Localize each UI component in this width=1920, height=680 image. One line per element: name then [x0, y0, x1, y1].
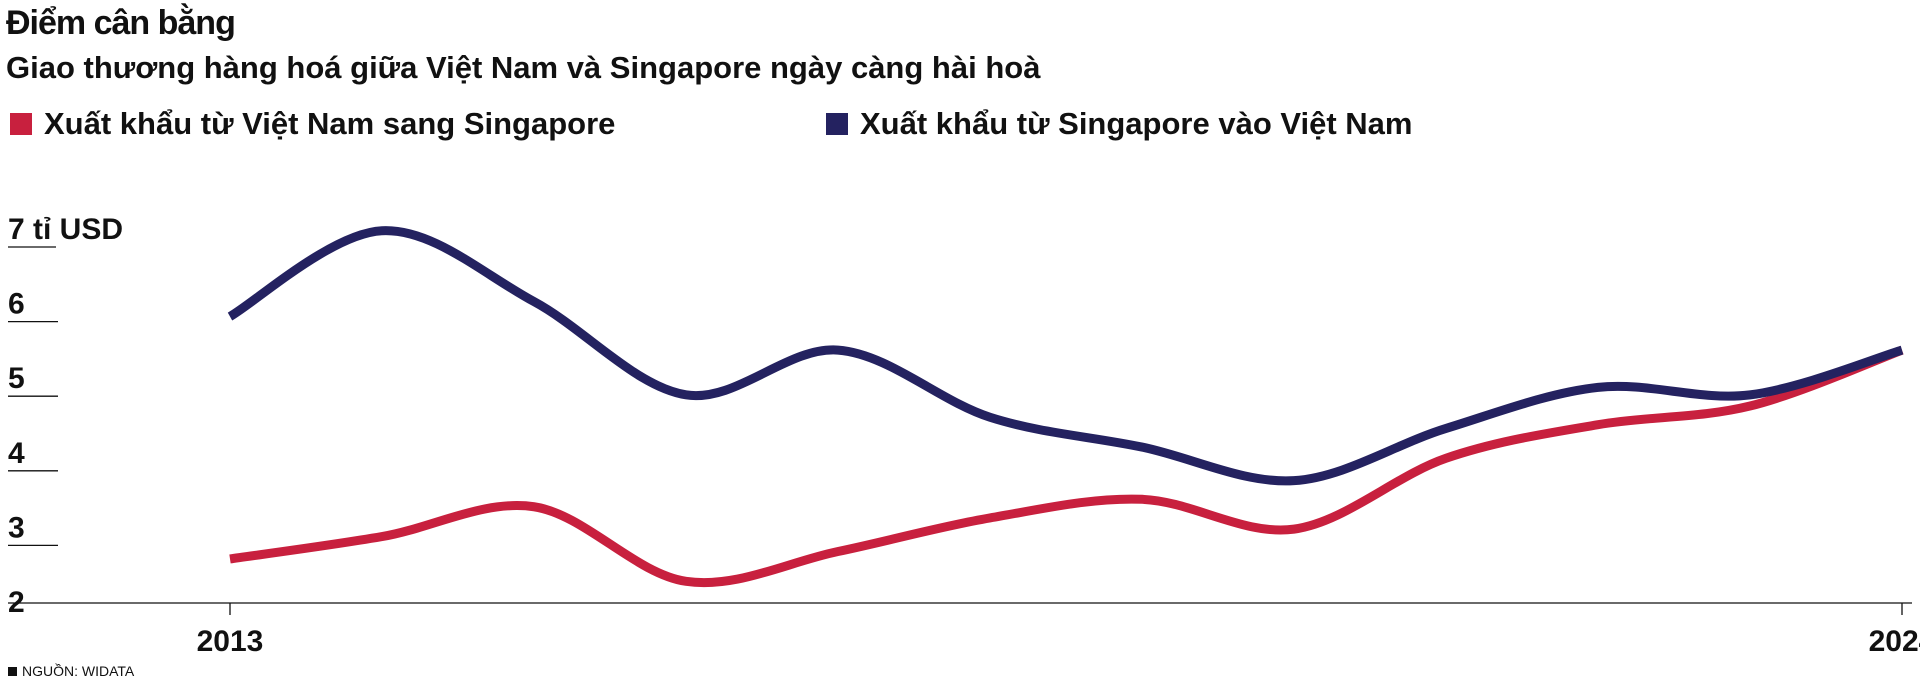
legend-swatch-red — [10, 113, 32, 135]
y-tick-label-6: 6 — [8, 288, 25, 321]
source-square-icon — [8, 666, 17, 676]
y-tick-label-4: 4 — [8, 437, 25, 470]
source-note: NGUỒN: WIDATA — [8, 663, 134, 679]
legend-swatch-navy — [826, 113, 848, 135]
x-tick-label-2024: 2024 — [1869, 625, 1920, 658]
y-tick-label-7: 7 tỉ USD — [8, 213, 123, 246]
chart-title: Điểm cân bằng — [6, 4, 236, 42]
series-singapore-to-vietnam-line — [227, 226, 1904, 486]
y-tick-label-5: 5 — [8, 362, 25, 395]
x-tick-label-2013: 2013 — [197, 625, 264, 658]
chart-subtitle: Giao thương hàng hoá giữa Việt Nam và Si… — [6, 50, 1041, 85]
legend-label-singapore-exports: Xuất khẩu từ Singapore vào Việt Nam — [860, 106, 1413, 141]
legend-item-vietnam-exports: Xuất khẩu từ Việt Nam sang Singapore — [10, 106, 615, 142]
legend-item-singapore-exports: Xuất khẩu từ Singapore vào Việt Nam — [826, 106, 1412, 142]
source-label: NGUỒN: WIDATA — [22, 663, 135, 679]
y-tick-label-3: 3 — [8, 511, 25, 544]
series-vietnam-to-singapore-line — [229, 345, 1904, 588]
legend-label-vietnam-exports: Xuất khẩu từ Việt Nam sang Singapore — [44, 106, 616, 141]
